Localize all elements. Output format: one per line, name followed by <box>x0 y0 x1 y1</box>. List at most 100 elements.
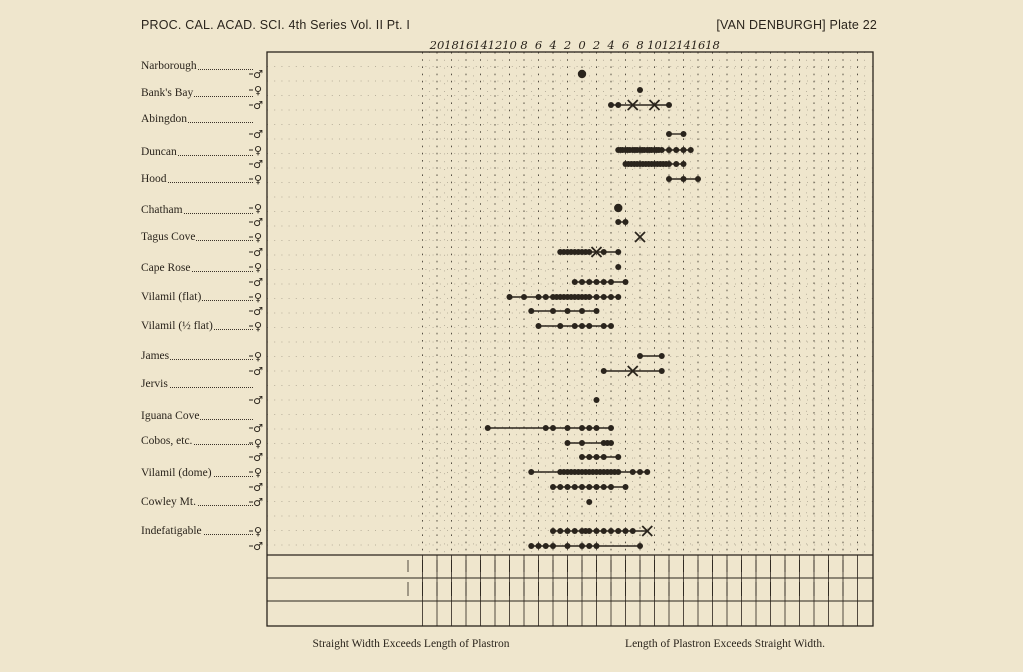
specimen-dot <box>615 294 622 300</box>
specimen-dot <box>535 323 542 329</box>
specimen-dot <box>550 543 556 549</box>
specimen-dot <box>658 147 665 153</box>
x-tick-label: 12 <box>488 38 503 52</box>
locality-label: Bank's Bay <box>141 86 253 100</box>
specimen-dot <box>586 425 593 431</box>
specimen-dot <box>564 528 571 534</box>
locality-label: Hood <box>141 172 253 186</box>
specimen-dot <box>579 323 585 329</box>
sex-symbol: ♂ <box>253 481 263 494</box>
locality-label: James <box>141 349 253 363</box>
specimen-dot <box>622 279 629 285</box>
x-tick-label: 12 <box>662 38 677 52</box>
specimen-dot <box>564 543 571 549</box>
specimen-dot <box>593 528 600 534</box>
specimen-dot <box>637 543 643 549</box>
specimen-dot <box>579 543 585 549</box>
specimen-dot <box>579 425 585 431</box>
specimen-dot <box>666 176 672 182</box>
locality-label: Vilamil (flat) <box>141 290 253 304</box>
locality-label: Abingdon <box>141 112 253 126</box>
specimen-dot <box>608 294 614 300</box>
specimen-dot <box>608 425 614 431</box>
specimen-dot <box>586 484 593 490</box>
specimen-dot <box>586 528 593 534</box>
sex-symbol: ♂ <box>253 276 263 289</box>
x-tick-label: 16 <box>459 38 474 52</box>
sex-symbol: ♀ <box>254 144 262 157</box>
caption-right: Length of Plastron Exceeds Straight Widt… <box>625 638 825 650</box>
sex-symbol: ♂ <box>253 496 263 509</box>
specimen-dot <box>666 131 672 137</box>
specimen-dot <box>600 279 607 285</box>
specimen-dot <box>586 454 593 460</box>
specimen-dot <box>564 425 571 431</box>
specimen-dot <box>608 102 614 108</box>
specimen-dot <box>687 147 694 153</box>
mean-cross <box>648 99 661 111</box>
specimen-dot <box>593 425 600 431</box>
specimen-dot <box>593 454 600 460</box>
specimen-dot <box>593 294 600 300</box>
specimen-dot <box>680 131 687 137</box>
locality-label: Iguana Cove <box>141 409 253 423</box>
sex-symbol: ♂ <box>253 394 263 407</box>
sex-symbol: ♂ <box>253 365 263 378</box>
specimen-dot <box>629 469 636 475</box>
specimen-dot <box>586 279 593 285</box>
x-tick-label: 16 <box>691 38 706 52</box>
specimen-dot <box>629 528 636 534</box>
specimen-dot <box>600 368 607 374</box>
x-tick-label: 2 <box>563 38 571 52</box>
specimen-dot <box>673 161 680 167</box>
specimen-dot <box>521 294 527 300</box>
sex-symbol: ♀ <box>254 466 262 479</box>
sex-symbol: ♀ <box>254 320 262 333</box>
specimen-dot <box>637 469 643 475</box>
specimen-dot <box>615 102 622 108</box>
specimen-dot <box>557 323 564 329</box>
specimen-dot <box>535 543 542 549</box>
specimen-dot <box>586 249 593 255</box>
specimen-dot <box>586 323 593 329</box>
sex-symbol: ♂ <box>253 305 263 318</box>
x-tick-label: 2 <box>592 38 600 52</box>
specimen-dot <box>615 249 622 255</box>
specimen-dot <box>637 87 643 93</box>
plot-frame <box>266 51 874 627</box>
specimen-dot <box>579 279 585 285</box>
x-tick-label: 14 <box>473 38 488 52</box>
sex-symbol: ♀ <box>254 525 262 538</box>
sex-symbol: ♀ <box>254 173 262 186</box>
sex-symbol: ♂ <box>253 158 263 171</box>
specimen-dot <box>579 484 585 490</box>
specimen-dot <box>622 219 629 225</box>
locality-label: Narborough <box>141 59 253 73</box>
specimen-dot <box>571 528 578 534</box>
specimen-dot <box>557 484 564 490</box>
specimen-dot <box>608 528 614 534</box>
specimen-dot <box>608 484 614 490</box>
sex-symbol: ♀ <box>254 84 262 97</box>
specimen-dot <box>550 528 556 534</box>
specimen-dot <box>615 528 622 534</box>
locality-label: Chatham <box>141 203 253 217</box>
specimen-dot <box>600 294 607 300</box>
specimen-dot <box>550 308 556 314</box>
locality-label: Tagus Cove <box>141 230 253 244</box>
specimen-dot <box>637 353 643 359</box>
specimen-dot <box>644 469 651 475</box>
specimen-dot <box>579 440 585 446</box>
specimen-dot <box>600 484 607 490</box>
specimen-dot <box>542 425 549 431</box>
x-tick-label: 6 <box>535 38 542 52</box>
specimen-dot <box>528 543 535 549</box>
specimen-dot <box>506 294 513 300</box>
specimen-dot <box>615 454 622 460</box>
specimen-dot <box>557 528 564 534</box>
specimen-dot <box>666 102 672 108</box>
specimen-dot <box>608 440 614 446</box>
specimen-dot <box>600 454 607 460</box>
locality-label: Vilamil (½ flat) <box>141 319 253 333</box>
locality-label: Vilamil (dome) <box>141 466 253 480</box>
